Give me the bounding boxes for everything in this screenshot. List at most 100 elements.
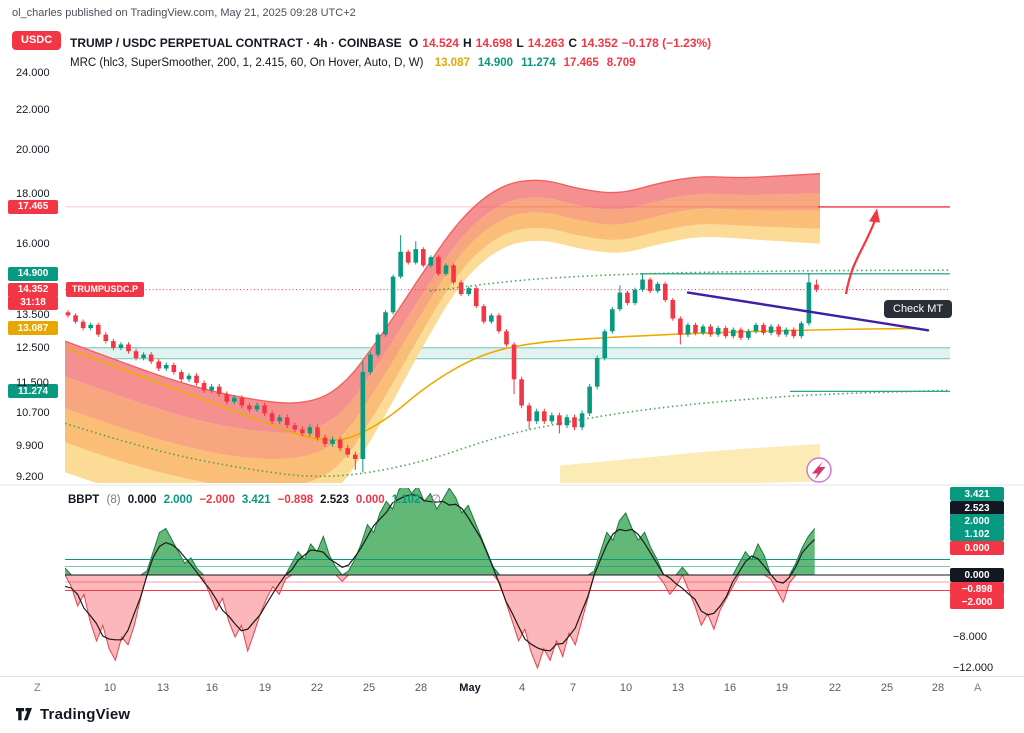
indicator-axis-badge: 1.102 (950, 527, 1004, 541)
time-tick-label: 22 (310, 682, 324, 694)
time-tick-label: 22 (828, 682, 842, 694)
indicator-axis-badge: 2.000 (950, 514, 1004, 528)
time-tick-label: 19 (258, 682, 272, 694)
bbpt-value: −2.000 (199, 494, 235, 506)
price-badge: 17.465 (8, 199, 58, 214)
bbpt-header: BBPT (8) 0.000 2.000 −2.000 3.421 −0.898 2.52… (68, 492, 441, 506)
oversold-band (560, 443, 820, 483)
time-tick-label: 7 (569, 682, 577, 694)
check-mtf-note[interactable]: Check MT (884, 300, 953, 318)
time-axis[interactable]: Z 10 13 16 19 22 25 28 May 4 7 10 13 16 19 22 25 28 A (0, 676, 1024, 701)
bbpt-value: 3.421 (241, 494, 271, 506)
mrc-upper-edge (65, 172, 821, 404)
ohlc-part: C (568, 36, 578, 50)
time-tick-label: 16 (723, 682, 737, 694)
tradingview-brand[interactable]: TradingView (40, 705, 131, 723)
indicator-axis-badge: 0.000 (950, 541, 1004, 555)
symbol-price-tag: TRUMPUSDC.P (66, 281, 145, 297)
bbpt-values: 0.000 2.000 −2.000 3.421 −0.898 2.523 0.000 1.1… (128, 494, 428, 506)
indicator-value: 17.465 (563, 57, 599, 69)
ohlc-part: 14.352 (581, 36, 618, 50)
time-tick-label: 19 (775, 682, 789, 694)
indicator-axis-badge: 2.523 (950, 501, 1004, 515)
bbpt-positive-area (65, 488, 815, 575)
slash-circle-icon[interactable]: ∅ (430, 492, 442, 506)
bbpt-value: 0.000 (127, 494, 157, 506)
time-tick-label: 28 (931, 682, 945, 694)
time-tick-label: 28 (414, 682, 428, 694)
adjust-button[interactable]: A (974, 682, 982, 694)
ohlc-part: O (408, 36, 419, 50)
bbpt-value: −0.898 (277, 494, 314, 506)
price-badge: 31:18 (8, 295, 58, 310)
ohlc-part: 14.263 (527, 36, 565, 50)
chart-header: TRUMP / USDC PERPETUAL CONTRACT · 4h · C… (70, 36, 711, 50)
tradingview-logo-icon (16, 708, 32, 721)
indicator-axis-badge: −2.000 (950, 595, 1004, 609)
trendline (686, 291, 930, 332)
main-pane (65, 172, 950, 483)
price-tick-label: 10.700 (16, 407, 50, 420)
mrc-lower-band (65, 389, 950, 478)
price-tick-label: 13.500 (16, 309, 50, 322)
time-tick-label: 16 (205, 682, 219, 694)
indicator-tick-label: −8.000 (953, 631, 987, 643)
price-tick-label: 20.000 (16, 143, 50, 156)
bbpt-value: 1.102 (391, 494, 421, 506)
price-tick-label: 11.500 (16, 376, 49, 389)
indicator-value: 14.900 (477, 57, 514, 69)
symbol-chip[interactable]: USDC (12, 31, 62, 50)
ohlc-part: −0.178 (−1.23%) (621, 36, 712, 50)
time-tick-label: 4 (518, 682, 526, 694)
ohlc-part: 14.524 (422, 36, 459, 50)
bbpt-args: (8) (106, 494, 121, 506)
indicator-value: 13.087 (434, 57, 470, 69)
time-tick-label: 13 (156, 682, 170, 694)
ohlc-values: O 14.524 H 14.698 L 14.263 C 14.352 −0.178 (−1.2… (405, 36, 711, 50)
price-tick-label: 22.000 (16, 103, 50, 116)
indicator-axis-badge: −0.898 (950, 582, 1004, 596)
price-tick-label: 12.500 (16, 341, 50, 354)
footer: TradingView (14, 704, 130, 724)
indicator-axis-badge: 3.421 (950, 487, 1004, 501)
bbpt-value: 2.523 (320, 494, 349, 506)
indicator-tick-label: −12.000 (953, 662, 994, 674)
indicator-header: MRC (hlc3, SuperSmoother, 200, 1, 2.415,… (70, 57, 636, 69)
bbpt-pane (65, 488, 950, 670)
ohlc-part: H (462, 36, 472, 50)
price-badge: 14.900 (8, 266, 58, 281)
bbpt-value: 2.000 (163, 494, 193, 506)
indicator-value: 8.709 (606, 57, 636, 69)
mrc-ribbon-slice (65, 208, 820, 483)
arrow-head (869, 208, 880, 223)
ohlc-part: 14.698 (475, 36, 513, 50)
candles-layer (65, 235, 819, 473)
time-tick-label: 25 (880, 682, 894, 694)
price-badge: 11.274 (8, 384, 58, 399)
ohlc-part: L (516, 36, 524, 50)
time-tick-label: 10 (619, 682, 633, 694)
arrow-line (844, 217, 878, 295)
price-badge: 13.087 (8, 321, 58, 336)
time-tick-label: 10 (103, 682, 117, 694)
attribution-text: ol_charles published on TradingView.com,… (12, 7, 356, 19)
timezone-button[interactable]: Z (34, 682, 41, 694)
price-tick-label: 16.000 (16, 237, 50, 250)
indicator-values: 13.087 14.900 11.274 17.465 8.709 (427, 57, 636, 69)
indicator-title[interactable]: MRC (hlc3, SuperSmoother, 200, 1, 2.415,… (70, 57, 424, 69)
support-zone (65, 347, 950, 359)
bbpt-title[interactable]: BBPT (68, 494, 100, 506)
indicator-axis-badge: 0.000 (950, 568, 1004, 582)
time-tick-label: 13 (671, 682, 685, 694)
bbpt-value: 0.000 (355, 494, 385, 506)
time-tick-label: 25 (362, 682, 376, 694)
mrc-ribbon-slice (65, 193, 820, 460)
bbpt-signal-line (65, 494, 816, 652)
indicator-value: 11.274 (521, 57, 556, 69)
price-tick-label: 9.200 (16, 470, 44, 483)
chart-title[interactable]: TRUMP / USDC PERPETUAL CONTRACT · 4h · C… (70, 36, 402, 50)
price-tick-label: 18.000 (16, 188, 50, 201)
price-tick-label: 24.000 (16, 67, 50, 79)
